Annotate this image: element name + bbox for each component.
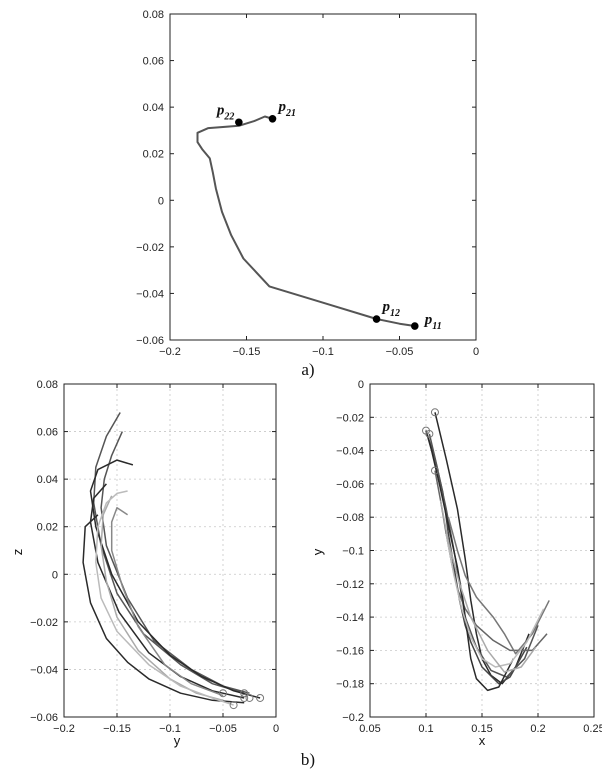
endpoint-marker (229, 701, 238, 710)
x-tick-label: −0.05 (209, 723, 237, 735)
point-p11 (411, 322, 419, 330)
y-tick-label: −0.02 (336, 412, 364, 424)
chart-b-right-frame (369, 383, 595, 718)
series-line-1 (92, 412, 245, 694)
x-tick-label: −0.1 (312, 346, 334, 358)
x-tick-label: 0.1 (418, 723, 433, 735)
x-tick-label: −0.1 (159, 723, 181, 735)
endpoint-marker (430, 408, 439, 417)
y-tick-label: −0.06 (336, 479, 364, 491)
x-tick-label: −0.2 (159, 346, 181, 358)
x-tick-label: 0.05 (359, 723, 380, 735)
chart-b-left-marks: −0.2 −0.15 −0.1 −0.05 0 −0.06 −0.04 −0.02 0 0.02 0… (30, 379, 279, 735)
endpoint-marker (240, 689, 249, 698)
y-tick-label: −0.1 (342, 546, 364, 558)
x-tick-label: 0.2 (530, 723, 545, 735)
chart-a-marks: −0.2 −0.15 −0.1 −0.05 0 −0.06 −0.04 −0.02 0 0.02 0… (136, 9, 479, 358)
y-tick-label: 0.08 (37, 379, 58, 391)
y-tick-label: −0.12 (336, 579, 364, 591)
point-label-p22: p22 (215, 102, 235, 122)
y-tick-label: −0.02 (30, 617, 58, 629)
y-tick-label: −0.02 (136, 242, 164, 254)
y-tick-label: 0.06 (37, 427, 58, 439)
y-tick-label: −0.08 (336, 512, 364, 524)
point-label-p21: p21 (277, 99, 297, 119)
y-tick-label: 0.06 (143, 56, 164, 68)
y-tick-label: 0.04 (143, 102, 164, 114)
chart-b-left-frame (63, 383, 277, 718)
y-tick-label: −0.16 (336, 645, 364, 657)
y-tick-label: 0 (358, 379, 364, 391)
endpoint-marker (430, 466, 439, 475)
series-line-3 (428, 433, 539, 678)
x-tick-label: 0 (273, 723, 279, 735)
series-line-6 (447, 517, 550, 655)
endpoint-marker (425, 429, 434, 438)
y-tick-label: 0.04 (37, 474, 58, 486)
y-tick-label: 0 (158, 195, 164, 207)
series-line-2 (100, 431, 250, 694)
point-p22 (235, 118, 243, 127)
y-tick-label: −0.14 (336, 612, 364, 624)
y-tick-label: 0.08 (143, 9, 164, 21)
x-tick-label: −0.2 (53, 723, 75, 735)
chart-b-right-xlabel: x (479, 733, 486, 748)
point-p12 (372, 315, 381, 323)
y-tick-label: −0.06 (136, 335, 164, 347)
endpoint-marker (245, 693, 254, 702)
chart-b-right-marks: 0.05 0.1 0.15 0.2 0.25 −0.2 −0.18 −0.16 −0.14 −0.… (336, 379, 602, 735)
chart-b-left-xlabel: y (174, 733, 181, 748)
chart-a-frame (169, 13, 477, 341)
point-p21 (268, 114, 277, 123)
y-tick-label: −0.18 (336, 679, 364, 691)
x-tick-label: −0.05 (386, 346, 414, 358)
y-tick-label: 0.02 (143, 149, 164, 161)
chart-b-left: −0.2 −0.15 −0.1 −0.05 0 −0.06 −0.04 −0.02 0 0.02 0… (10, 379, 279, 748)
y-tick-label: −0.04 (136, 288, 164, 300)
x-tick-label: −0.15 (103, 723, 131, 735)
series-line-1 (196, 115, 415, 327)
y-tick-label: 0 (52, 569, 58, 581)
caption-a: a) (301, 360, 314, 379)
chart-b-left-ylabel: z (10, 549, 25, 556)
series-line-5 (82, 514, 245, 704)
point-label-p12: p12 (381, 299, 401, 319)
series-line-7 (95, 490, 234, 706)
x-tick-label: −0.15 (233, 346, 261, 358)
series-line-4 (89, 483, 245, 699)
series-line-7 (445, 533, 545, 668)
series-line-3 (89, 459, 261, 699)
chart-b-right: 0.05 0.1 0.15 0.2 0.25 −0.2 −0.18 −0.16 −0.14 −0.… (310, 379, 602, 748)
chart-a: −0.2 −0.15 −0.1 −0.05 0 −0.06 −0.04 −0.02 0 0.02 0… (136, 9, 479, 379)
y-tick-label: −0.2 (342, 712, 364, 724)
caption-b: b) (301, 750, 315, 769)
chart-b-right-ylabel: y (310, 548, 325, 555)
y-tick-label: −0.06 (30, 712, 58, 724)
series-line-8 (110, 506, 224, 697)
series-line-5 (425, 430, 515, 692)
endpoint-marker (240, 693, 249, 702)
x-tick-label: 0.25 (583, 723, 602, 735)
endpoint-marker (256, 693, 265, 702)
y-tick-label: 0.02 (37, 522, 58, 534)
y-tick-label: −0.04 (30, 664, 58, 676)
point-label-p11: p11 (423, 312, 442, 332)
y-tick-label: −0.04 (336, 446, 364, 458)
series-line-8 (439, 500, 537, 673)
x-tick-label: 0 (473, 346, 479, 358)
endpoint-marker (219, 689, 227, 698)
x-tick-label: 0.15 (471, 723, 492, 735)
